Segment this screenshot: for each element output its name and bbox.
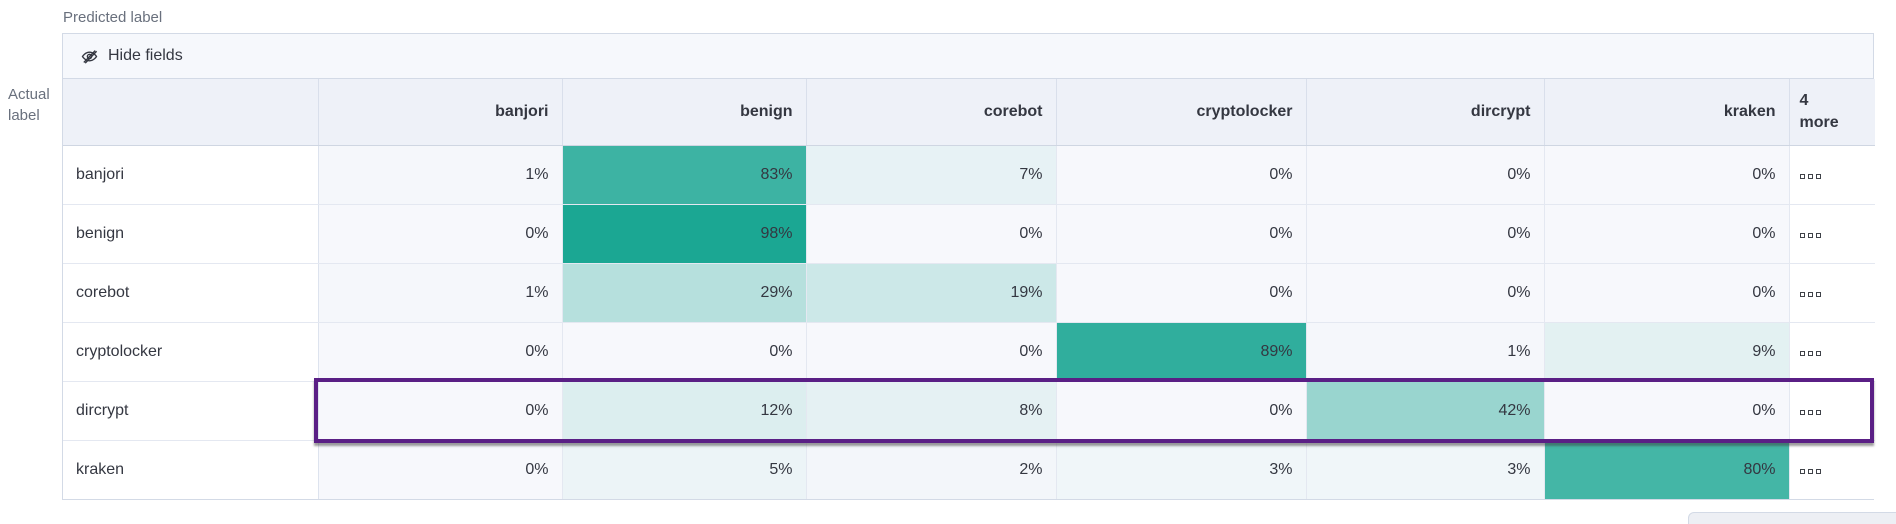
column-header-more[interactable]: 4 more <box>1789 79 1875 146</box>
column-header-corebot[interactable]: corebot <box>806 79 1057 146</box>
cell-banjori-banjori[interactable]: 1% <box>318 145 563 205</box>
cell-corebot-corebot[interactable]: 19% <box>806 263 1057 323</box>
cell-cryptolocker-benign[interactable]: 0% <box>562 322 807 382</box>
boxes-horizontal-icon[interactable] <box>1799 291 1821 297</box>
boxes-horizontal-icon[interactable] <box>1799 468 1821 474</box>
cell-dircrypt-corebot[interactable]: 8% <box>806 381 1057 441</box>
more-column-label: 4 more <box>1799 91 1839 131</box>
cell-kraken-corebot[interactable]: 2% <box>806 440 1057 499</box>
cell-banjori-kraken[interactable]: 0% <box>1544 145 1790 205</box>
row-corebot: corebot 1% 29% 19% 0% 0% 0% <box>63 263 1875 323</box>
cell-kraken-more <box>1789 440 1875 499</box>
row-banjori: banjori 1% 83% 7% 0% 0% 0% <box>63 145 1875 205</box>
cell-banjori-benign[interactable]: 83% <box>562 145 807 205</box>
cell-benign-dircrypt[interactable]: 0% <box>1306 204 1545 264</box>
cell-corebot-benign[interactable]: 29% <box>562 263 807 323</box>
corner-cell <box>63 79 319 146</box>
boxes-horizontal-icon[interactable] <box>1799 173 1821 179</box>
cell-banjori-cryptolocker[interactable]: 0% <box>1056 145 1307 205</box>
predicted-label-axis: Predicted label <box>63 9 163 26</box>
row-label-corebot[interactable]: corebot <box>63 263 319 323</box>
cell-corebot-kraken[interactable]: 0% <box>1544 263 1790 323</box>
boxes-horizontal-icon[interactable] <box>1799 232 1821 238</box>
cell-dircrypt-more <box>1789 381 1875 441</box>
grid-toolbar: Hide fields <box>63 34 1873 79</box>
cell-dircrypt-banjori[interactable]: 0% <box>318 381 563 441</box>
row-benign: benign 0% 98% 0% 0% 0% 0% <box>63 204 1875 264</box>
row-dircrypt: dircrypt 0% 12% 8% 0% 42% 0% <box>63 381 1875 441</box>
column-header-cryptolocker[interactable]: cryptolocker <box>1056 79 1307 146</box>
hide-fields-label: Hide fields <box>108 47 183 64</box>
eye-closed-icon <box>80 47 99 66</box>
confusion-matrix-grid: Hide fields banjori benign corebot cryptolo… <box>62 33 1875 500</box>
row-label-cryptolocker[interactable]: cryptolocker <box>63 322 319 382</box>
cell-cryptolocker-more <box>1789 322 1875 382</box>
cell-benign-more <box>1789 204 1875 264</box>
cell-kraken-dircrypt[interactable]: 3% <box>1306 440 1545 499</box>
row-cryptolocker: cryptolocker 0% 0% 0% 89% 1% 9% <box>63 322 1875 382</box>
cell-dircrypt-kraken[interactable]: 0% <box>1544 381 1790 441</box>
cell-cryptolocker-kraken[interactable]: 9% <box>1544 322 1790 382</box>
cell-dircrypt-dircrypt[interactable]: 42% <box>1306 381 1545 441</box>
cell-banjori-corebot[interactable]: 7% <box>806 145 1057 205</box>
cell-benign-benign[interactable]: 98% <box>562 204 807 264</box>
actual-label-axis: Actual label <box>8 86 50 124</box>
cell-cryptolocker-corebot[interactable]: 0% <box>806 322 1057 382</box>
cell-cryptolocker-cryptolocker[interactable]: 89% <box>1056 322 1307 382</box>
cell-benign-banjori[interactable]: 0% <box>318 204 563 264</box>
cell-benign-kraken[interactable]: 0% <box>1544 204 1790 264</box>
bottom-right-panel-edge <box>1688 512 1896 524</box>
cell-corebot-more <box>1789 263 1875 323</box>
column-header-kraken[interactable]: kraken <box>1544 79 1790 146</box>
cell-kraken-benign[interactable]: 5% <box>562 440 807 499</box>
cell-benign-cryptolocker[interactable]: 0% <box>1056 204 1307 264</box>
hide-fields-button[interactable]: Hide fields <box>80 47 183 66</box>
cell-banjori-more <box>1789 145 1875 205</box>
cell-corebot-banjori[interactable]: 1% <box>318 263 563 323</box>
column-header-dircrypt[interactable]: dircrypt <box>1306 79 1545 146</box>
row-label-banjori[interactable]: banjori <box>63 145 319 205</box>
cell-benign-corebot[interactable]: 0% <box>806 204 1057 264</box>
boxes-horizontal-icon[interactable] <box>1799 409 1821 415</box>
cell-corebot-dircrypt[interactable]: 0% <box>1306 263 1545 323</box>
cell-kraken-banjori[interactable]: 0% <box>318 440 563 499</box>
row-kraken: kraken 0% 5% 2% 3% 3% 80% <box>63 440 1875 499</box>
cell-banjori-dircrypt[interactable]: 0% <box>1306 145 1545 205</box>
cell-dircrypt-cryptolocker[interactable]: 0% <box>1056 381 1307 441</box>
row-label-kraken[interactable]: kraken <box>63 440 319 499</box>
row-label-dircrypt[interactable]: dircrypt <box>63 381 319 441</box>
column-header-benign[interactable]: benign <box>562 79 807 146</box>
cell-kraken-cryptolocker[interactable]: 3% <box>1056 440 1307 499</box>
matrix-body: banjori 1% 83% 7% 0% 0% 0% benign 0% 98% 0% 0% 0% 0% c… <box>63 145 1875 499</box>
row-label-benign[interactable]: benign <box>63 204 319 264</box>
column-header-banjori[interactable]: banjori <box>318 79 563 146</box>
cell-cryptolocker-dircrypt[interactable]: 1% <box>1306 322 1545 382</box>
cell-cryptolocker-banjori[interactable]: 0% <box>318 322 563 382</box>
cell-kraken-kraken[interactable]: 80% <box>1544 440 1790 499</box>
cell-dircrypt-benign[interactable]: 12% <box>562 381 807 441</box>
boxes-horizontal-icon[interactable] <box>1799 350 1821 356</box>
cell-corebot-cryptolocker[interactable]: 0% <box>1056 263 1307 323</box>
header-row: banjori benign corebot cryptolocker dircrypt… <box>63 79 1875 146</box>
confusion-matrix-table: banjori benign corebot cryptolocker dircrypt… <box>63 79 1875 499</box>
